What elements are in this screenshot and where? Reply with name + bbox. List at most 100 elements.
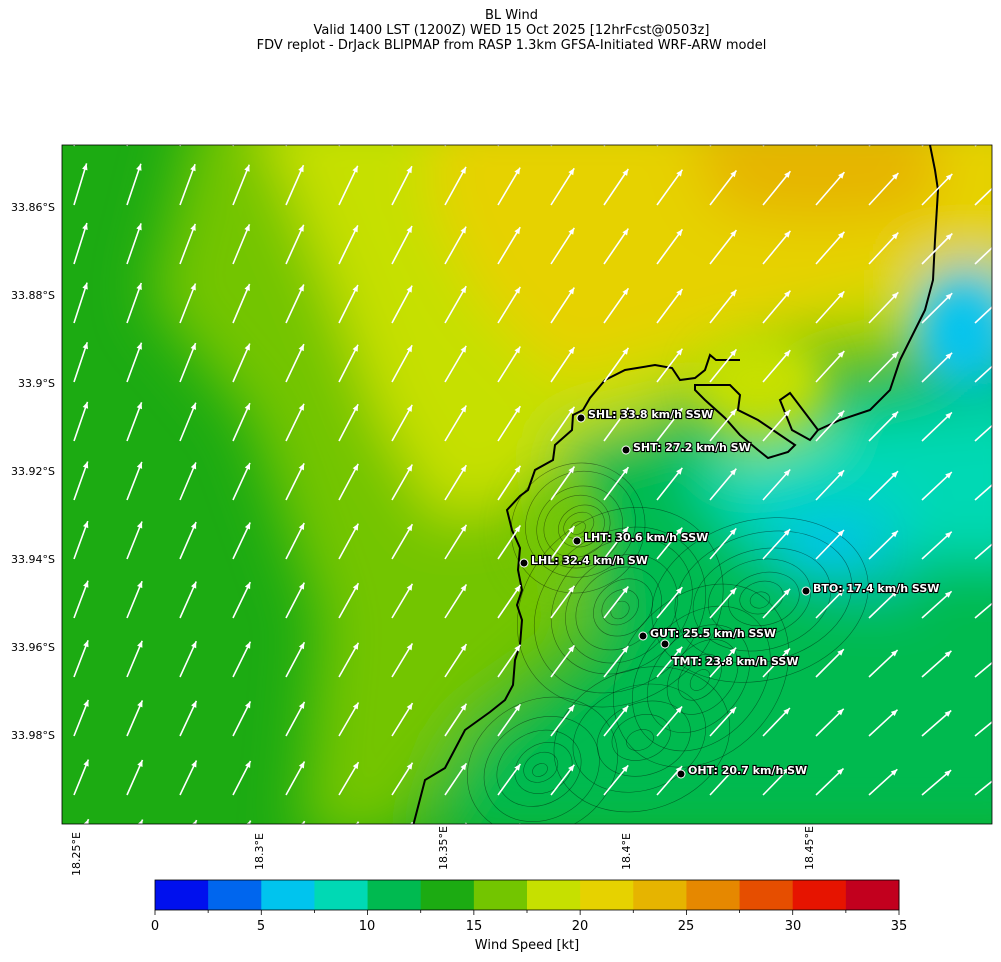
contour-line [646, 624, 750, 733]
wind-arrow [338, 344, 359, 383]
station-label-lhl[interactable]: LHL: 32.4 km/h SW [530, 553, 649, 568]
contour-line [601, 589, 639, 626]
wind-arrow [179, 163, 196, 206]
wind-arrow [550, 346, 576, 383]
station-dot-sht[interactable] [621, 445, 631, 455]
wind-arrow [656, 288, 684, 324]
wind-arrow [974, 602, 992, 619]
wind-arrow [391, 165, 413, 206]
station-label-gut[interactable]: GUT: 25.5 km/h SSW [649, 626, 777, 641]
wind-arrow [709, 170, 738, 206]
station-label-tmt[interactable]: TMT: 23.8 km/h SSW [671, 654, 800, 669]
wind-arrow [921, 650, 952, 678]
station-dot-tmt[interactable] [660, 639, 670, 649]
wind-arrow [868, 589, 899, 619]
wind-arrow [285, 582, 306, 619]
wind-arrow [127, 879, 143, 913]
wind-arrow [232, 283, 251, 324]
wind-arrow [815, 145, 818, 147]
wind-arrow [975, 890, 1001, 913]
station-label-shl[interactable]: SHL: 33.8 km/h SSW [587, 407, 714, 422]
station-label-bto[interactable]: BTO: 17.4 km/h SSW [812, 581, 941, 596]
wind-arrow [921, 411, 953, 442]
wind-arrow [126, 461, 143, 501]
wind-arrow [603, 407, 630, 442]
wind-arrow [603, 705, 629, 737]
wind-arrow [232, 343, 251, 383]
wind-arrow [868, 145, 871, 147]
wind-arrow [868, 709, 899, 737]
wind-arrow [285, 164, 305, 206]
wind-arrow [550, 167, 575, 206]
wind-arrow [974, 424, 992, 442]
wind-arrow [603, 347, 630, 383]
wind-arrow [391, 225, 413, 265]
contour-line [532, 763, 548, 777]
wind-arrow [762, 230, 792, 265]
wind-arrow [73, 461, 89, 501]
wind-arrow [550, 227, 575, 265]
station-dot-gut[interactable] [638, 631, 648, 641]
wind-arrow [921, 173, 953, 206]
station-label-lht[interactable]: LHT: 30.6 km/h SSW [583, 530, 709, 545]
wind-arrow [444, 166, 467, 206]
lon-tick-label: 18.3°E [253, 833, 266, 870]
wind-arrow [73, 699, 90, 737]
wind-arrow [232, 641, 252, 678]
wind-arrow [444, 643, 468, 678]
wind-arrow [815, 589, 845, 619]
wind-arrow [868, 232, 899, 265]
station-markers[interactable]: SHL: 33.8 km/h SSW SHT: 27.2 km/h SW LHT… [519, 407, 941, 779]
contour-line [550, 537, 693, 675]
wind-arrow [232, 462, 251, 501]
wind-arrow [444, 285, 467, 324]
wind-arrow [497, 703, 522, 737]
wind-arrow [709, 766, 737, 796]
wind-arrow [126, 521, 143, 560]
station-dot-shl[interactable] [576, 413, 586, 423]
contour-line [593, 578, 654, 637]
contour-line [565, 554, 678, 664]
wind-arrow [179, 283, 197, 324]
wind-arrow [603, 287, 630, 324]
wind-arrow [497, 465, 522, 501]
wind-arrow [338, 403, 359, 442]
station-label-oht[interactable]: OHT: 20.7 km/h SW [687, 763, 808, 778]
wind-arrow [921, 471, 953, 501]
wind-arrow [179, 223, 197, 265]
wind-arrow [815, 231, 846, 265]
wind-speed-detail [520, 290, 990, 580]
station-dot-lhl[interactable] [519, 558, 529, 568]
contour-line [611, 714, 671, 761]
wind-arrow [444, 583, 468, 619]
wind-arrow [338, 463, 359, 501]
wind-arrow [391, 642, 414, 678]
wind-arrow [179, 402, 197, 442]
wind-arrow [868, 530, 899, 560]
wind-arrow [657, 826, 682, 854]
wind-arrow [762, 145, 765, 147]
wind-arrow [868, 172, 899, 206]
lat-tick-label: 33.94°S [11, 553, 55, 566]
wind-arrow [709, 527, 737, 560]
wind-arrow [656, 348, 684, 383]
station-dot-oht[interactable] [676, 769, 686, 779]
wind-arrow [815, 469, 845, 501]
wind-arrow [73, 222, 88, 265]
colorbar-tick-label: 25 [678, 919, 695, 934]
station-label-sht[interactable]: SHT: 27.2 km/h SW [632, 440, 752, 455]
wind-arrow [338, 761, 360, 796]
station-dot-bto[interactable] [801, 586, 811, 596]
wind-arrow [285, 224, 305, 265]
colorbar-title: Wind Speed [kt] [475, 938, 579, 953]
colorbar-swatch [580, 880, 634, 910]
station-dot-lht[interactable] [572, 536, 582, 546]
wind-arrow [974, 483, 992, 501]
wind-arrow [762, 528, 791, 560]
wind-arrow [73, 282, 88, 324]
wind-arrow [762, 767, 791, 796]
colorbar-tick-label: 30 [785, 919, 802, 934]
wind-arrow [603, 145, 606, 147]
wind-arrow [355, 821, 360, 824]
